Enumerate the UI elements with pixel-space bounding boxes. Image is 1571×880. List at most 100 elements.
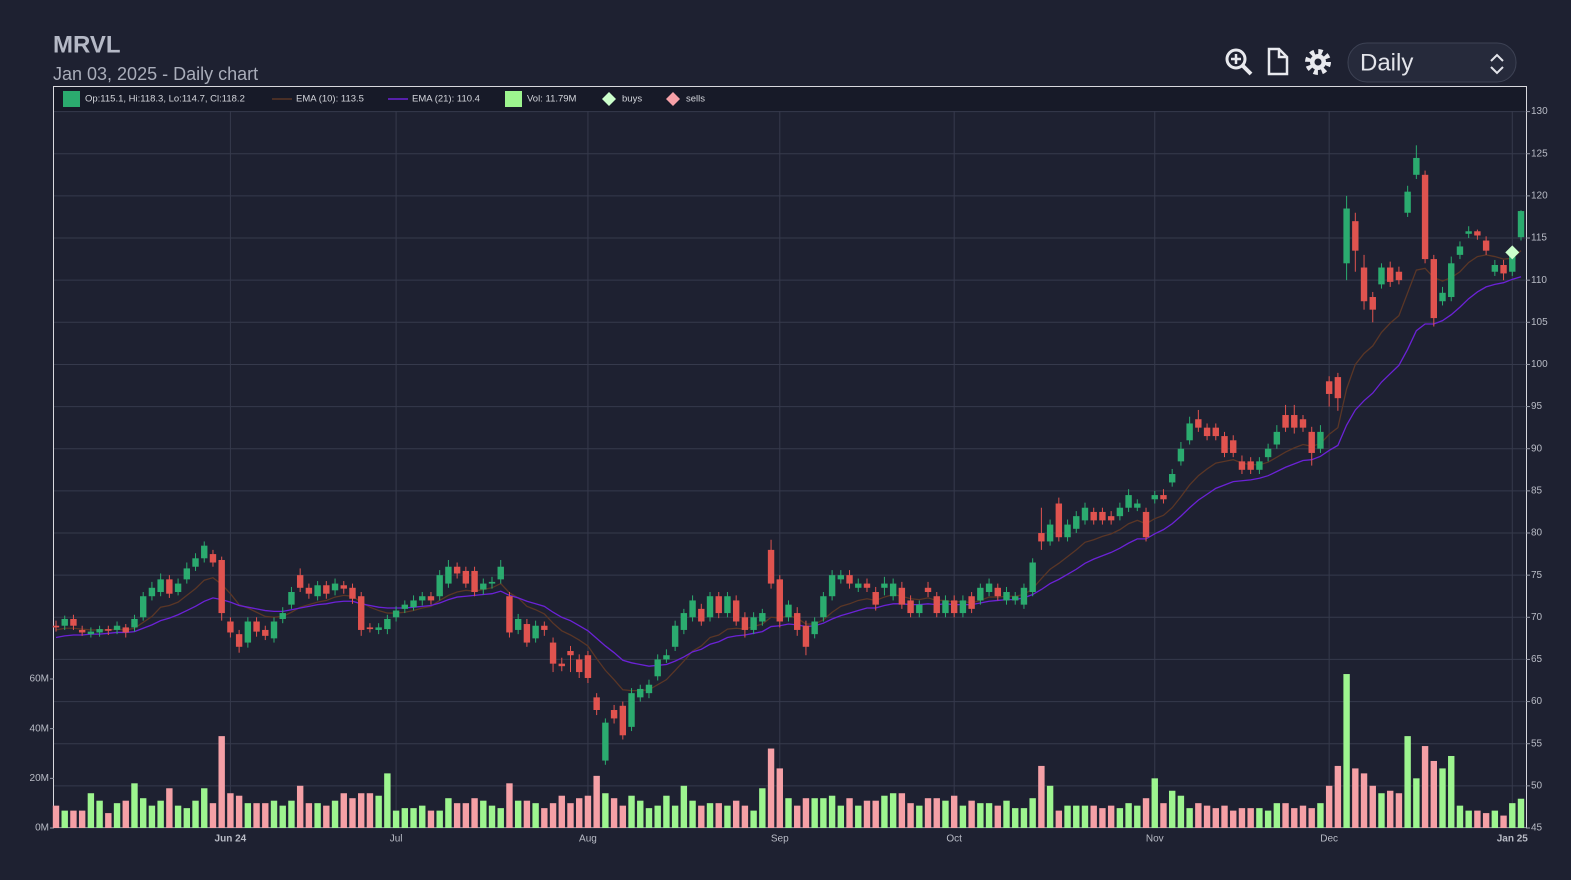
- candle-body: [576, 659, 583, 673]
- export-button[interactable]: [1267, 47, 1289, 76]
- candle-body: [462, 570, 470, 584]
- volume-bar: [401, 808, 409, 828]
- candle-body: [480, 583, 487, 590]
- candle-body: [1099, 511, 1106, 521]
- volume-bar: [576, 798, 583, 828]
- x-tick-label: Jan 25: [1497, 834, 1529, 845]
- settings-button[interactable]: [1305, 49, 1331, 75]
- x-tick-label: Sep: [771, 834, 789, 845]
- candle-body: [1230, 440, 1237, 453]
- candle-body: [1439, 292, 1446, 302]
- volume-bar: [1264, 810, 1272, 828]
- volume-bar: [802, 798, 810, 828]
- candle-body: [523, 624, 531, 643]
- volume-bar: [698, 805, 705, 828]
- volume-bar: [532, 803, 539, 828]
- candle-body: [1029, 562, 1036, 593]
- volume-bar: [1360, 773, 1368, 828]
- volume-bar: [916, 805, 923, 828]
- volume-bar: [950, 795, 958, 828]
- volume-bar: [497, 808, 504, 828]
- candle-body: [916, 604, 923, 614]
- volume-bar: [1012, 808, 1019, 828]
- candle-body: [340, 585, 347, 589]
- volume-bar: [680, 785, 688, 828]
- candle-body: [235, 634, 243, 647]
- candle-body: [610, 710, 618, 719]
- volume-bar: [296, 785, 304, 828]
- volume-bar: [427, 810, 435, 828]
- volume-bar: [305, 803, 313, 828]
- candle-body: [1247, 461, 1254, 470]
- y-tick-label: 70: [1531, 612, 1543, 623]
- candle-body: [872, 592, 879, 605]
- volume-bar: [1482, 813, 1490, 828]
- volume-bar: [201, 788, 208, 828]
- candle-body: [820, 596, 827, 618]
- volume-bar: [898, 793, 906, 828]
- candle-body: [305, 587, 313, 594]
- x-tick-label: Oct: [946, 834, 962, 845]
- candle-body: [279, 613, 286, 619]
- volume-bar: [1509, 803, 1516, 828]
- candle-body: [1308, 431, 1315, 453]
- candle-body: [427, 596, 435, 601]
- candle-body: [1125, 495, 1132, 508]
- volume-bar: [637, 800, 644, 828]
- volume-bar: [1308, 808, 1315, 828]
- volume-bar: [828, 795, 836, 828]
- candle-body: [732, 600, 740, 622]
- volume-bar: [1317, 803, 1324, 828]
- volume-bar: [436, 810, 443, 828]
- interval-select[interactable]: Daily: [1347, 42, 1517, 83]
- candle-body: [471, 570, 478, 593]
- volume-bar: [52, 805, 60, 828]
- chart-title: MRVL: [53, 31, 121, 58]
- candle-body: [1256, 461, 1263, 470]
- volume-bar: [1212, 808, 1219, 828]
- volume-bar: [741, 805, 749, 828]
- y-tick-label: 100: [1531, 359, 1548, 370]
- volume-bar: [645, 808, 653, 828]
- y-tick-label: 55: [1531, 738, 1543, 749]
- volume-bar: [1125, 803, 1132, 828]
- volume-bar: [541, 808, 548, 828]
- buy-marker: [1505, 245, 1520, 260]
- y2-tick-label: 40M: [30, 723, 49, 734]
- zoom-button[interactable]: [1225, 48, 1253, 76]
- legend-label: EMA (10): 113.5: [296, 94, 364, 105]
- candle-body: [148, 587, 156, 597]
- candle-body: [1491, 264, 1499, 272]
- candle-body: [1386, 267, 1394, 282]
- volume-bar: [889, 793, 897, 828]
- candle-body: [218, 559, 225, 614]
- candle-body: [166, 579, 173, 594]
- volume-bar: [584, 795, 592, 828]
- volume-bar: [1456, 805, 1464, 828]
- volume-bar: [855, 805, 862, 828]
- candle-body: [1203, 427, 1211, 437]
- volume-bar: [209, 803, 217, 828]
- candle-body: [61, 618, 68, 626]
- volume-bar: [122, 800, 129, 828]
- candle-body: [1378, 267, 1385, 285]
- volume-bar: [323, 805, 330, 828]
- volume-bar: [732, 800, 740, 828]
- candle-body: [1448, 263, 1455, 298]
- volume-bar: [445, 798, 452, 828]
- volume-bar: [837, 805, 845, 828]
- candle-body: [811, 621, 818, 635]
- candle-body: [244, 621, 252, 643]
- candle-body: [1046, 524, 1054, 542]
- candle-body: [1134, 503, 1141, 508]
- volume-bar: [1517, 798, 1525, 828]
- ema-line: [55, 276, 1522, 667]
- volume-bar: [70, 810, 77, 828]
- volume-bar: [907, 803, 914, 828]
- candle-body: [331, 583, 339, 591]
- candle-body: [1282, 415, 1289, 428]
- candle-body: [392, 610, 400, 618]
- candle-body: [846, 575, 853, 584]
- candle-body: [637, 688, 644, 698]
